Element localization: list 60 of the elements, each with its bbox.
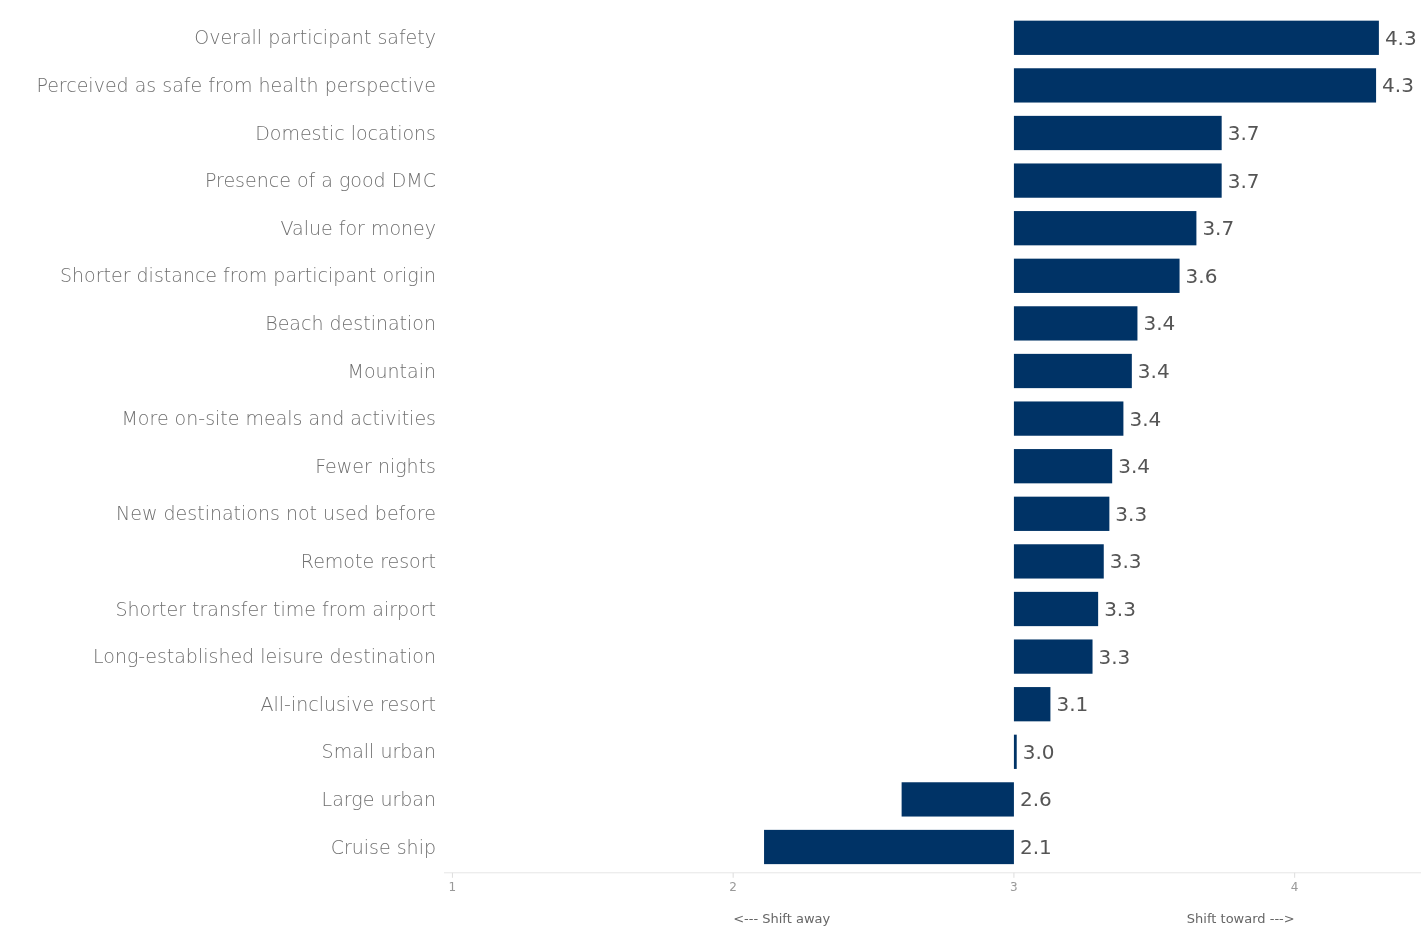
data-label: 3.3 xyxy=(1098,644,1131,669)
data-label: 3.3 xyxy=(1115,501,1148,526)
y-tick-label: More on-site meals and activities xyxy=(121,407,436,430)
data-label: 3.6 xyxy=(1185,263,1218,288)
bar xyxy=(1013,353,1132,389)
x-tick-label: 1 xyxy=(448,879,457,894)
data-label: 3.3 xyxy=(1109,549,1142,574)
y-tick-label: Perceived as safe from health perspective xyxy=(36,74,436,97)
data-label: 3.7 xyxy=(1227,121,1260,145)
y-tick-label: All-inclusive resort xyxy=(260,692,436,715)
bar xyxy=(1013,115,1222,151)
bar xyxy=(764,829,1014,865)
y-tick-label: Beach destination xyxy=(265,312,436,335)
y-tick-label: Shorter distance from participant origin xyxy=(60,264,436,287)
data-label: 3.4 xyxy=(1143,311,1176,336)
data-label: 4.3 xyxy=(1382,73,1414,98)
y-tick-label: Cruise ship xyxy=(330,835,436,858)
bar xyxy=(1013,734,1017,769)
bar xyxy=(1013,306,1138,341)
bar xyxy=(1013,639,1093,674)
bar xyxy=(1013,687,1051,722)
x-tick-label: 2 xyxy=(729,879,737,894)
data-label: 2.1 xyxy=(1019,835,1052,859)
bar xyxy=(901,782,1014,817)
y-tick-label: Long-established leisure destination xyxy=(93,645,436,668)
data-label: 3.7 xyxy=(1227,168,1260,193)
bar xyxy=(1013,68,1377,103)
bar xyxy=(1013,211,1197,246)
bar xyxy=(1013,591,1099,627)
y-tick-label: Presence of a good DMC xyxy=(204,169,436,192)
y-tick-label: New destinations not used before xyxy=(116,502,436,525)
bar xyxy=(1013,544,1104,579)
bar xyxy=(1013,163,1222,198)
y-tick-label: Overall participant safety xyxy=(194,26,436,49)
text: Shift toward ---> xyxy=(1186,910,1295,926)
data-label: 2.6 xyxy=(1019,787,1052,812)
text: <--- Shift away xyxy=(733,910,831,926)
data-label: 3.3 xyxy=(1104,597,1136,621)
data-label: 3.4 xyxy=(1137,359,1170,383)
data-label: 3.4 xyxy=(1129,406,1162,431)
x-tick-label: 3 xyxy=(1010,879,1018,894)
y-tick-label: Shorter transfer time from airport xyxy=(115,597,436,620)
bar xyxy=(1013,496,1110,531)
data-label: 3.7 xyxy=(1202,216,1235,241)
y-tick-label: Domestic locations xyxy=(255,121,436,144)
data-label: 4.3 xyxy=(1384,25,1417,50)
bar xyxy=(1013,258,1180,293)
bar xyxy=(1013,401,1124,436)
y-tick-label: Large urban xyxy=(321,788,436,811)
y-tick-label: Small urban xyxy=(321,740,436,763)
y-tick-label: Fewer nights xyxy=(315,454,436,477)
x-tick-label: 4 xyxy=(1290,879,1299,894)
bar xyxy=(1013,20,1379,55)
data-label: 3.0 xyxy=(1022,739,1055,764)
data-label: 3.4 xyxy=(1118,454,1150,479)
y-tick-label: Remote resort xyxy=(300,550,436,573)
bar xyxy=(1013,449,1113,484)
y-tick-label: Mountain xyxy=(347,359,436,382)
y-tick-label: Value for money xyxy=(280,216,436,239)
data-label: 3.1 xyxy=(1056,692,1089,717)
